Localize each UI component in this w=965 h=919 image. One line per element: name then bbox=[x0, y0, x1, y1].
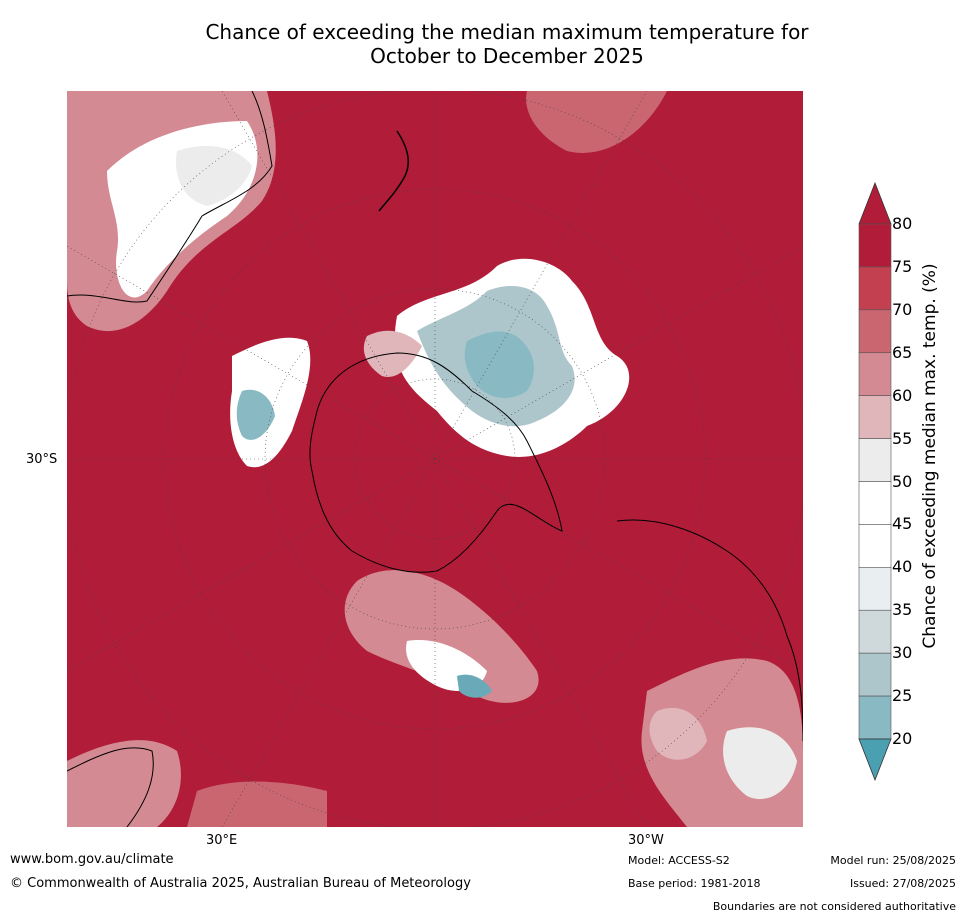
africa-anomaly-region bbox=[67, 740, 327, 827]
new-zealand-coastline bbox=[378, 130, 409, 212]
colorbar-bin bbox=[858, 309, 892, 354]
colorbar-bin bbox=[858, 266, 892, 311]
antarctica-coastline bbox=[309, 352, 563, 573]
colorbar-tick-label: 45 bbox=[892, 514, 913, 534]
colorbar-overflow-high bbox=[858, 182, 892, 225]
map-title: Chance of exceeding the median maximum t… bbox=[0, 20, 965, 68]
colorbar-bins bbox=[858, 223, 892, 740]
colorbar-tick-label: 60 bbox=[892, 385, 913, 405]
south-america-anomaly-region bbox=[641, 658, 803, 827]
central-anomaly-region bbox=[363, 258, 630, 457]
colorbar-bin bbox=[858, 609, 892, 654]
footer-base-period: Base period: 1981-2018 bbox=[628, 877, 761, 890]
colorbar-tick-label: 20 bbox=[892, 729, 913, 748]
west-anomaly-region bbox=[230, 337, 311, 468]
australia-coastline bbox=[67, 91, 273, 303]
footer-model-run: Model run: 25/08/2025 bbox=[830, 854, 956, 867]
title-line-2: October to December 2025 bbox=[370, 44, 644, 68]
colorbar-bin bbox=[858, 695, 892, 740]
footer-disclaimer: Boundaries are not considered authoritat… bbox=[712, 900, 956, 913]
footer-copyright: © Commonwealth of Australia 2025, Austra… bbox=[10, 876, 471, 891]
title-line-1: Chance of exceeding the median maximum t… bbox=[205, 20, 809, 44]
colorbar-tick-label: 25 bbox=[892, 686, 913, 706]
colorbar-bin bbox=[858, 524, 892, 568]
colorbar-tick-label: 30 bbox=[892, 643, 913, 663]
south-america-coastline bbox=[616, 519, 803, 742]
lon-label-30e: 30°E bbox=[206, 833, 238, 848]
colorbar-bin bbox=[858, 438, 892, 482]
lon-label-30w: 30°W bbox=[628, 833, 664, 848]
colorbar-tick-label: 70 bbox=[892, 299, 913, 319]
colorbar-tick-label: 50 bbox=[892, 471, 913, 491]
africa-coastline bbox=[67, 747, 154, 827]
footer-issued: Issued: 27/08/2025 bbox=[849, 877, 956, 890]
footer-website[interactable]: www.bom.gov.au/climate bbox=[10, 852, 174, 867]
lat-label-30s: 30°S bbox=[26, 452, 58, 467]
colorbar-tick-label: 80 bbox=[892, 214, 913, 233]
australia-anomaly-region bbox=[67, 91, 276, 332]
colorbar-bin bbox=[858, 395, 892, 439]
colorbar-bin bbox=[858, 352, 892, 396]
colorbar-label: Chance of exceeding median max. temp. (%… bbox=[920, 263, 940, 649]
north-pacific-anomaly-region bbox=[526, 91, 667, 153]
colorbar-tick-label: 35 bbox=[892, 600, 913, 620]
colorbar-bin bbox=[858, 652, 892, 697]
colorbar-tick-label: 40 bbox=[892, 557, 913, 577]
colorbar bbox=[858, 182, 892, 782]
colorbar-tick-label: 65 bbox=[892, 342, 913, 362]
graticule bbox=[67, 91, 803, 827]
polar-map bbox=[67, 91, 803, 827]
colorbar-bin bbox=[858, 567, 892, 611]
colorbar-bin bbox=[858, 223, 892, 268]
colorbar-overflow-low bbox=[858, 738, 892, 782]
colorbar-bin bbox=[858, 481, 892, 525]
colorbar-tick-label: 55 bbox=[892, 428, 913, 448]
footer-model: Model: ACCESS-S2 bbox=[628, 854, 730, 867]
colorbar-tick-label: 75 bbox=[892, 256, 913, 276]
south-atlantic-anomaly-region bbox=[344, 570, 539, 703]
map-panel bbox=[67, 91, 803, 827]
